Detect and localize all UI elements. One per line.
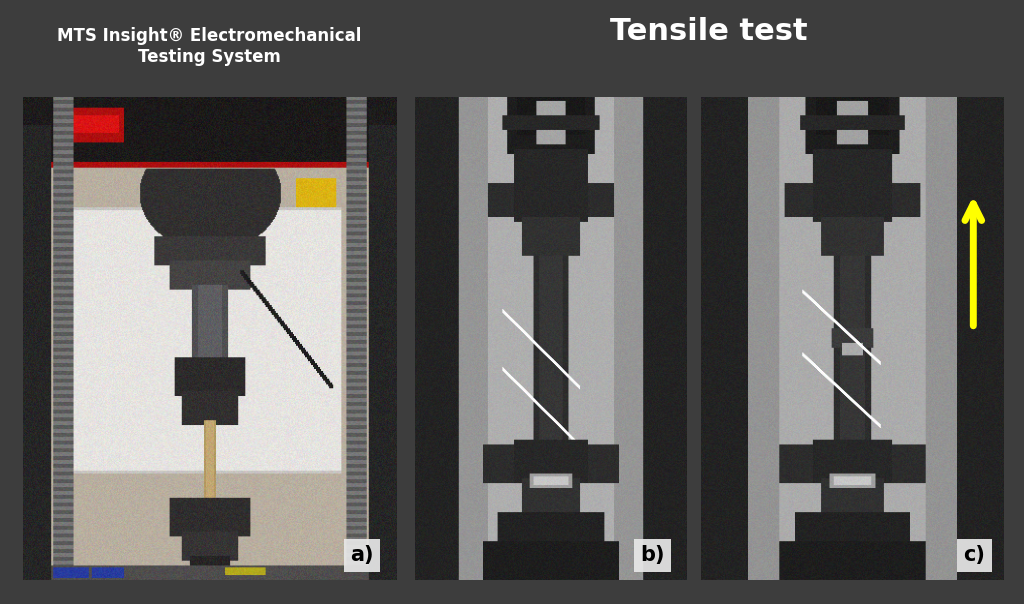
Text: Tensile test: Tensile test bbox=[610, 17, 808, 46]
Text: b): b) bbox=[640, 545, 665, 565]
Text: a): a) bbox=[350, 545, 374, 565]
Text: MTS Insight® Electromechanical
Testing System: MTS Insight® Electromechanical Testing S… bbox=[57, 27, 361, 66]
Text: c): c) bbox=[964, 545, 985, 565]
